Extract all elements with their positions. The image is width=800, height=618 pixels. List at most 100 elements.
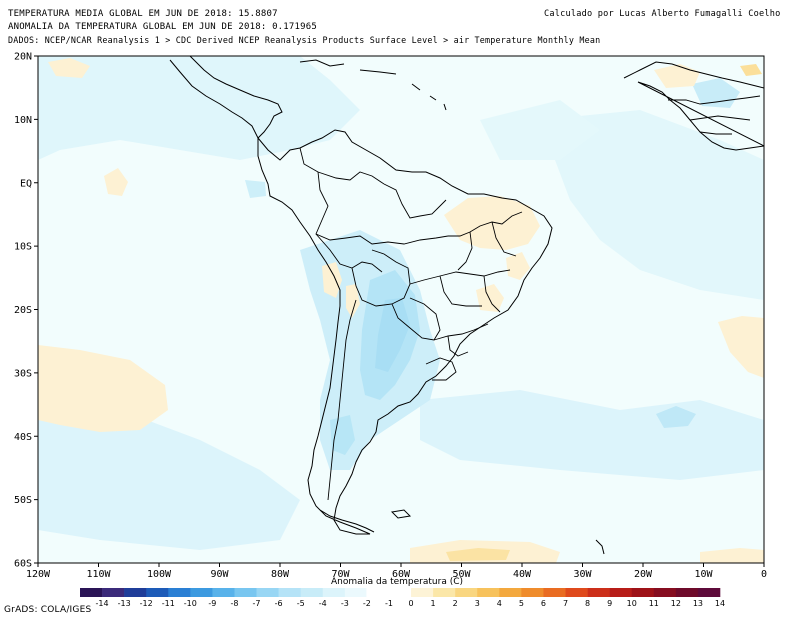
colorbar-swatch [411, 588, 434, 597]
lat-tick-label: 20S [14, 305, 32, 316]
lon-tick-label: 80W [271, 569, 290, 580]
lon-tick-label: 110W [86, 569, 111, 580]
warm-anomaly-region-pacific-eq [104, 168, 128, 196]
lat-tick-label: 10S [14, 242, 32, 253]
cool-anomaly-region-south-pacific [38, 410, 300, 550]
colorbar-swatch [234, 588, 257, 597]
colorbar-label: -6 [275, 599, 283, 608]
colorbar-swatch [190, 588, 213, 597]
border-argentina-chile [327, 299, 357, 501]
colorbar-swatch [366, 587, 390, 598]
coastlines [169, 56, 764, 555]
colorbar-swatch [675, 588, 699, 597]
colorbar-swatch [322, 588, 346, 597]
colorbar-swatch [543, 588, 566, 597]
colorbar-label: 7 [563, 599, 568, 608]
colorbar-swatch [653, 588, 677, 597]
colorbar-swatch [256, 588, 279, 597]
colorbar-swatch [388, 587, 412, 598]
lon-tick-label: 70W [331, 569, 350, 580]
lat-tick-label: 30S [14, 368, 32, 379]
colorbar-label: 5 [519, 599, 524, 608]
lon-tick-label: 40W [513, 569, 532, 580]
colorbar-label: 4 [497, 599, 502, 608]
colorbar-label: -7 [253, 599, 261, 608]
warm-anomaly-region-brazil-central [476, 284, 504, 312]
colorbar: -14 -13 -12 -11 -10 -9 -8 -7 -6 -5 -4 -3 -2 -1 0 1 2 3 4 5 6… [80, 587, 725, 608]
grads-credit: GrADS: COLA/IGES [4, 605, 92, 615]
border-brazil-states-north [448, 211, 523, 271]
lon-tick-label: 60W [392, 569, 411, 580]
cool-anomaly-core-pacific-coast [245, 180, 266, 198]
longitude-axis: 120W 110W 100W 90W 80W 70W 60W 50W 40W 30W 20W 10W 0 [26, 563, 767, 580]
border-brazil-states-central [409, 269, 511, 313]
latitude-axis: 20N 10N EQ 10S 20S 30S 40S 50S 60S [14, 52, 38, 570]
colorbar-swatch [168, 588, 191, 597]
colorbar-label: 11 [649, 599, 659, 608]
cool-anomaly-core-atlantic [656, 406, 696, 428]
colorbar-swatch [521, 588, 544, 597]
warm-anomaly-region-east-atlantic [718, 316, 764, 378]
border-bolivia [351, 249, 411, 307]
colorbar-swatch [344, 588, 368, 597]
border-amazon [315, 171, 449, 245]
colorbar-swatch [455, 588, 478, 597]
coastline-central-america [169, 56, 283, 139]
colorbar-label: -5 [297, 599, 305, 608]
colorbar-label: 8 [585, 599, 590, 608]
warm-anomaly-region-southeast-low [700, 548, 764, 563]
coastline-falklands [390, 509, 412, 519]
cool-anomaly-core-patagonia [330, 415, 355, 455]
cool-anomaly-region-atlantic [540, 110, 764, 300]
colorbar-swatch [212, 588, 235, 597]
colorbar-swatch [697, 588, 721, 597]
coastline-south-america [257, 129, 553, 535]
lat-tick-label: 40S [14, 432, 32, 443]
warm-anomaly-region-brazil-east [506, 252, 530, 280]
colorbar-label: -12 [140, 599, 153, 608]
colorbar-swatch [433, 588, 456, 597]
colorbar-swatch [80, 588, 103, 597]
coastline-caribbean-islands [299, 59, 447, 111]
colorbar-label: -2 [363, 599, 371, 608]
colorbar-label: -9 [208, 599, 216, 608]
coastline-tierra-del-fuego [319, 509, 375, 533]
colorbar-label: 12 [671, 599, 681, 608]
lon-tick-label: 10W [694, 569, 713, 580]
colorbar-label: 2 [453, 599, 458, 608]
colorbar-label: 9 [607, 599, 612, 608]
colorbar-swatch [631, 588, 655, 597]
lon-tick-label: 30W [573, 569, 592, 580]
lon-tick-label: 20W [634, 569, 653, 580]
lat-tick-label: 20N [14, 52, 32, 63]
colorbar-label: 6 [541, 599, 546, 608]
colorbar-swatch [609, 588, 633, 597]
colorbar-label: -11 [162, 599, 175, 608]
colorbar-label: -14 [96, 599, 109, 608]
coastline-south-georgia [595, 539, 605, 555]
warm-anomaly-core-south-atlantic [446, 548, 510, 561]
colorbar-swatch [587, 588, 610, 597]
warm-anomaly-region-andes-bolivia [346, 284, 360, 318]
colorbar-label: 13 [693, 599, 703, 608]
title-mean-temperature: TEMPERATURA MEDIA GLOBAL EM JUN DE 2018:… [8, 9, 278, 19]
colorbar-label: -4 [319, 599, 327, 608]
colorbar-label: -10 [184, 599, 197, 608]
colorbar-title: Anomalia da temperatura (C) [331, 577, 463, 587]
warm-anomaly-region-south-pacific [38, 345, 168, 432]
warm-anomaly-region-pacific-north [48, 58, 90, 78]
country-borders [299, 95, 761, 501]
colorbar-label: 3 [475, 599, 480, 608]
border-africa-states [668, 95, 761, 135]
colorbar-swatch [565, 588, 588, 597]
lat-tick-label: 10N [14, 115, 32, 126]
colorbar-swatch [499, 588, 522, 597]
colorbar-label: -3 [341, 599, 349, 608]
border-venezuela-guyana [383, 183, 447, 219]
lat-tick-label: 60S [14, 559, 32, 570]
lon-tick-label: 50W [452, 569, 471, 580]
colorbar-label: 10 [627, 599, 637, 608]
title-temperature-anomaly: ANOMALIA DA TEMPERATURA GLOBAL EM JUN DE… [8, 22, 318, 32]
colorbar-label: -8 [230, 599, 238, 608]
